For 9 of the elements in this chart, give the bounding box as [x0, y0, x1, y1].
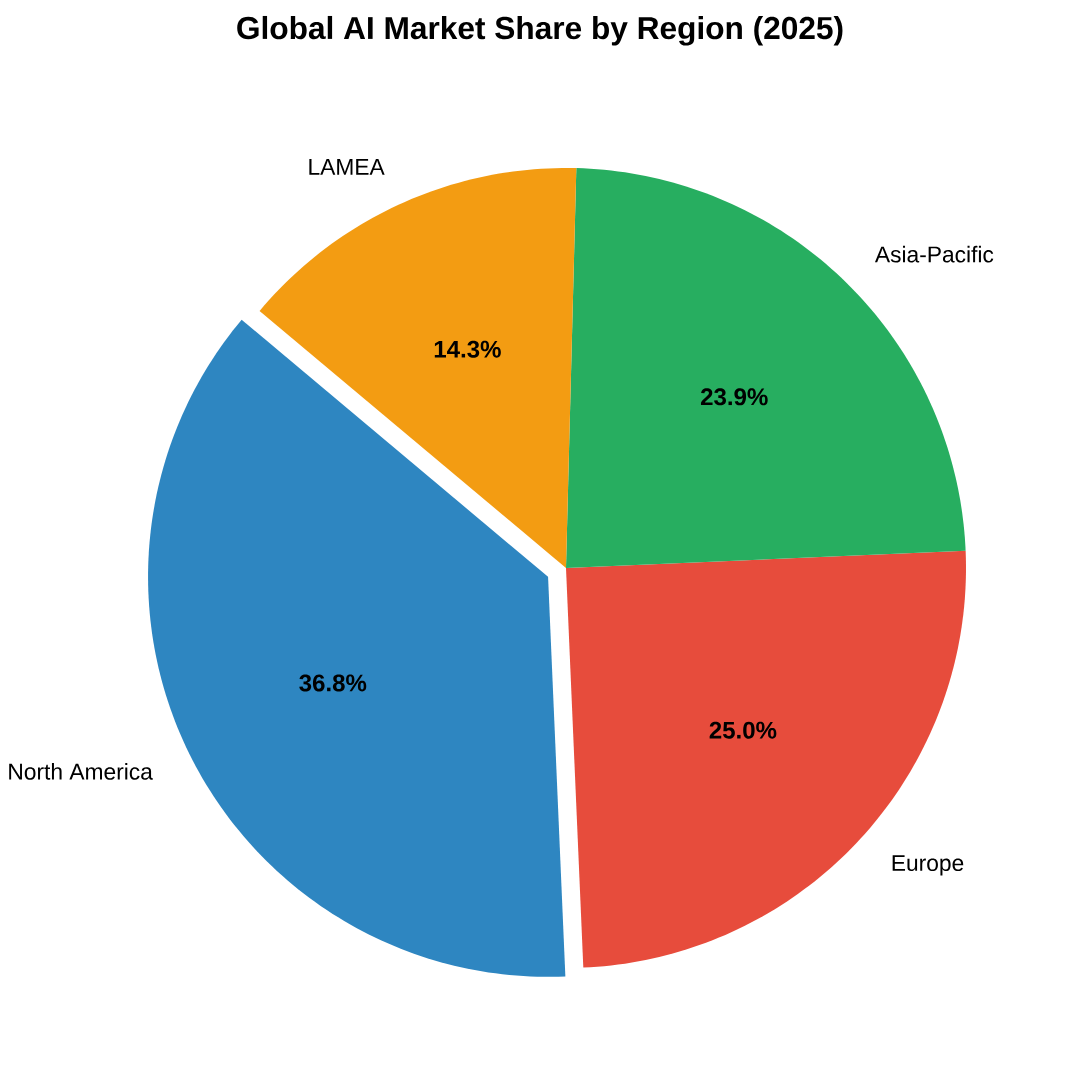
data-label: 23.9%	[700, 388, 768, 406]
slice-label: LAMEA	[309, 159, 385, 175]
data-label: 36.8%	[299, 674, 367, 692]
slice-label: Asia-Pacific	[874, 245, 994, 263]
chart-title: Global AI Market Share by Region (2025)	[237, 15, 843, 46]
data-label: 25.0%	[709, 721, 777, 739]
slice-label: North America	[9, 763, 153, 780]
slice-label: Europe	[892, 855, 964, 876]
data-label: 14.3%	[434, 340, 501, 358]
